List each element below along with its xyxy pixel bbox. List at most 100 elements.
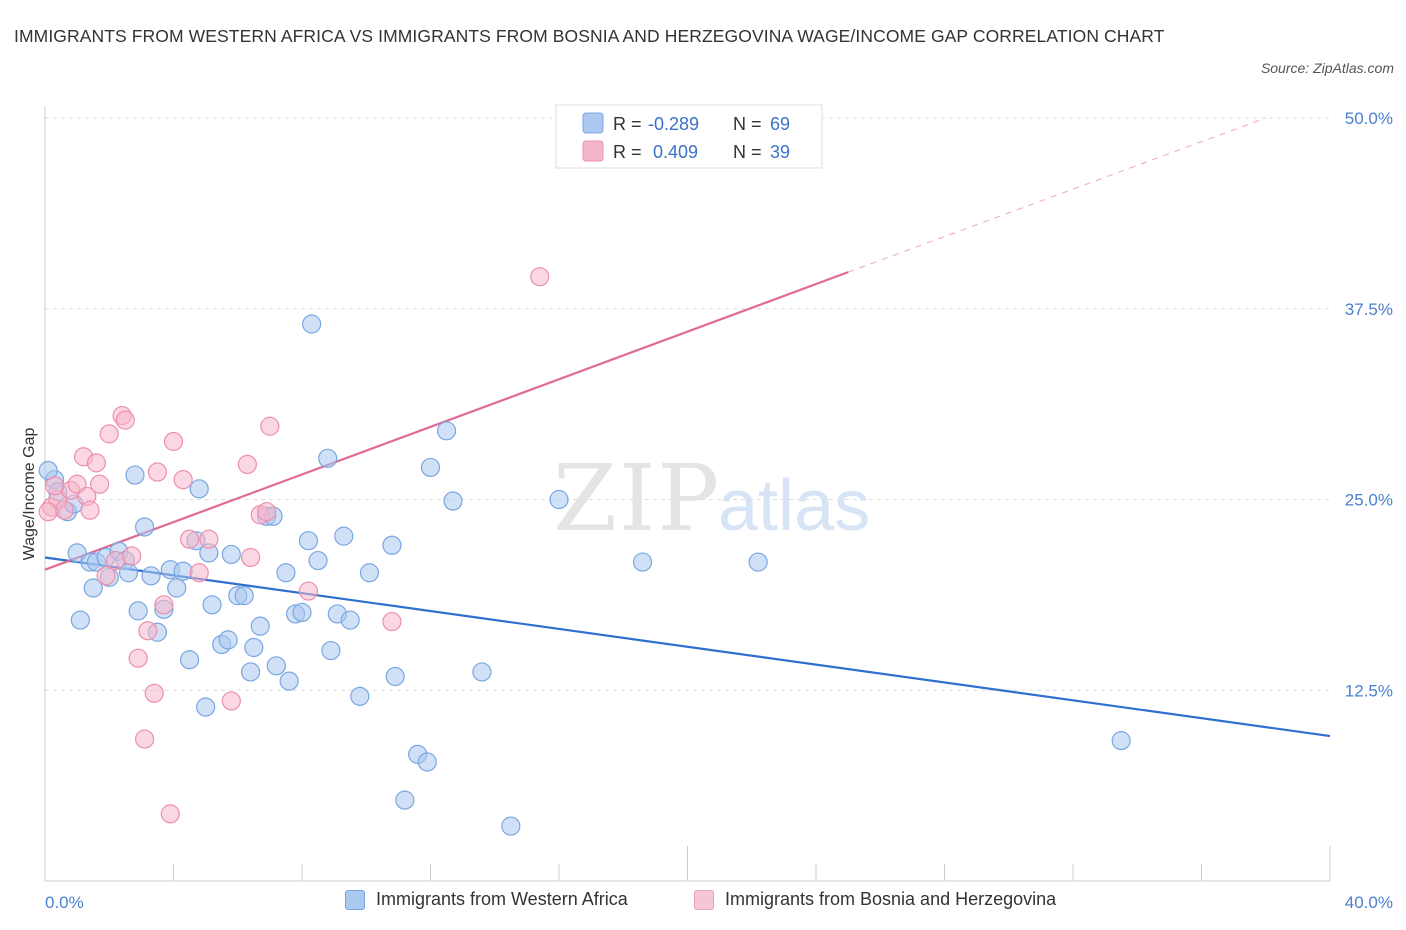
- point-western-africa: [128, 601, 148, 621]
- y-axis-label: Wage/Income Gap: [21, 428, 38, 561]
- point-western-africa: [266, 656, 286, 676]
- point-western-africa: [189, 479, 209, 499]
- point-bosnia: [134, 729, 155, 749]
- point-western-africa: [244, 637, 264, 658]
- point-western-africa: [250, 616, 270, 636]
- point-bosnia: [199, 529, 219, 549]
- point-western-africa: [1111, 731, 1131, 751]
- point-bosnia: [160, 804, 180, 824]
- point-western-africa: [167, 578, 187, 598]
- point-western-africa: [196, 697, 216, 717]
- point-western-africa: [298, 531, 319, 551]
- point-bosnia: [128, 648, 148, 668]
- point-western-africa: [385, 666, 405, 687]
- point-western-africa: [321, 640, 341, 661]
- point-western-africa: [340, 610, 360, 630]
- point-western-africa: [134, 517, 155, 537]
- point-bosnia: [80, 500, 100, 520]
- point-bosnia: [163, 431, 184, 452]
- point-western-africa: [436, 421, 457, 441]
- point-western-africa: [748, 552, 768, 572]
- legend-item-bosnia: Immigrants from Bosnia and Herzegovina: [694, 889, 1056, 910]
- stats-legend-r-label-pink: R =: [613, 142, 642, 162]
- point-bosnia: [173, 470, 193, 490]
- point-western-africa: [125, 465, 145, 485]
- point-western-africa: [221, 544, 241, 565]
- point-western-africa: [218, 630, 238, 650]
- point-western-africa: [443, 491, 463, 511]
- point-western-africa: [141, 566, 161, 586]
- y-tick-label: 25.0%: [1345, 491, 1393, 510]
- y-tick-label: 37.5%: [1345, 300, 1393, 319]
- point-bosnia: [382, 611, 402, 632]
- legend-label-western-africa: Immigrants from Western Africa: [376, 889, 628, 909]
- point-western-africa: [234, 586, 254, 606]
- trend-line-bosnia-extension: [847, 117, 1266, 273]
- point-bosnia: [237, 454, 257, 475]
- trend-line-western-africa: [44, 556, 1331, 738]
- point-bosnia: [530, 267, 550, 287]
- point-western-africa: [359, 563, 380, 583]
- watermark-zip: ZIP: [553, 445, 721, 552]
- point-bosnia: [122, 546, 142, 566]
- legend-swatch-pink: [694, 889, 714, 910]
- point-bosnia: [45, 476, 65, 496]
- point-western-africa: [202, 595, 222, 615]
- point-western-africa: [472, 662, 492, 682]
- stats-legend-r-label-blue: R =: [613, 114, 642, 134]
- scatter-points: [38, 267, 1131, 836]
- point-western-africa: [318, 448, 338, 468]
- watermark: ZIP atlas: [553, 445, 870, 552]
- point-western-africa: [83, 578, 103, 598]
- x-tick-label-max: 40.0%: [1345, 893, 1393, 912]
- point-western-africa: [70, 610, 90, 630]
- point-western-africa: [292, 602, 312, 623]
- point-western-africa: [395, 790, 415, 810]
- point-western-africa: [302, 314, 322, 334]
- chart-source: Source: ZipAtlas.com: [1260, 60, 1394, 76]
- point-bosnia: [189, 563, 209, 583]
- point-western-africa: [308, 550, 328, 571]
- trend-lines: [44, 117, 1331, 738]
- point-western-africa: [501, 816, 521, 836]
- point-bosnia: [221, 691, 241, 711]
- stats-legend: R = -0.289 N = 69 R = 0.409 N = 39: [555, 104, 823, 169]
- point-bosnia: [99, 424, 119, 444]
- series-legend: Immigrants from Western Africa Immigrant…: [0, 889, 1406, 915]
- point-bosnia: [90, 474, 110, 494]
- point-bosnia: [106, 550, 126, 571]
- point-western-africa: [179, 650, 200, 670]
- tick-labels: 12.5% 25.0% 37.5% 50.0% 0.0% 40.0%: [45, 109, 1393, 912]
- point-western-africa: [420, 457, 441, 478]
- point-western-africa: [334, 526, 354, 546]
- point-bosnia: [298, 581, 319, 601]
- stats-legend-swatch-blue: [582, 112, 604, 134]
- point-western-africa: [276, 563, 296, 583]
- legend-swatch-blue: [345, 889, 365, 910]
- stats-legend-swatch-pink: [582, 140, 604, 162]
- point-bosnia: [38, 502, 58, 522]
- point-western-africa: [241, 662, 261, 682]
- trend-line-bosnia: [44, 271, 849, 571]
- point-bosnia: [138, 621, 158, 641]
- point-western-africa: [350, 686, 370, 706]
- axes: [44, 106, 1331, 882]
- stats-legend-n-value-pink: 39: [770, 142, 790, 162]
- watermark-atlas: atlas: [718, 466, 870, 546]
- x-tick-label-min: 0.0%: [45, 893, 84, 912]
- point-bosnia: [144, 683, 164, 703]
- point-bosnia: [147, 462, 168, 482]
- point-bosnia: [54, 500, 74, 520]
- stats-legend-r-value-blue: -0.289: [648, 114, 699, 134]
- point-bosnia: [154, 595, 174, 615]
- point-western-africa: [417, 752, 437, 772]
- point-bosnia: [241, 547, 261, 568]
- point-western-africa: [279, 671, 299, 691]
- point-bosnia: [179, 529, 200, 549]
- point-bosnia: [260, 416, 280, 436]
- stats-legend-r-value-pink: 0.409: [648, 142, 698, 162]
- y-tick-label: 12.5%: [1345, 681, 1393, 700]
- legend-item-western-africa: Immigrants from Western Africa: [345, 889, 628, 910]
- point-western-africa: [549, 489, 569, 510]
